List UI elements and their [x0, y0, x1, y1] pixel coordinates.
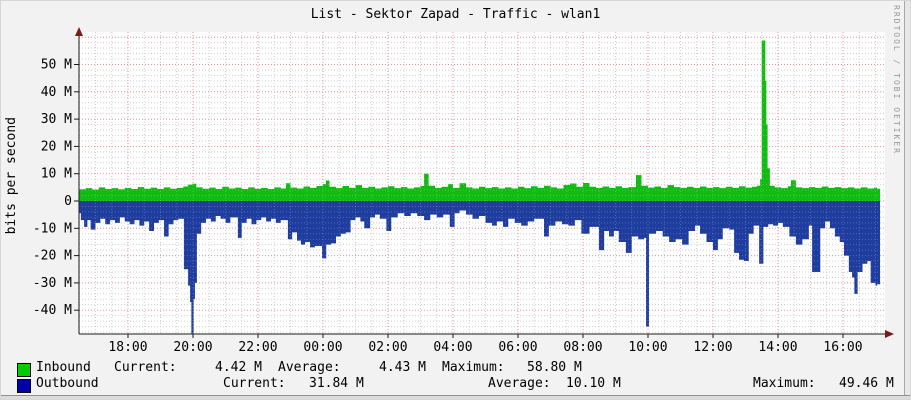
area-outbound — [79, 201, 881, 334]
y-tick-label: 10 M — [41, 167, 72, 182]
inbound-color-swatch — [17, 363, 31, 377]
rrdtool-watermark: RRDTOOL / TOBI OETIKER — [892, 5, 901, 155]
y-axis-arrow — [75, 27, 83, 36]
x-tick-label: 14:00 — [758, 340, 797, 355]
window-edge-right — [904, 1, 910, 396]
outbound-average-value: 10.10 M — [566, 376, 621, 391]
x-tick-label: 08:00 — [563, 340, 602, 355]
plot-background — [79, 32, 885, 334]
inbound-current-value: 4.42 M — [215, 360, 262, 375]
series-areas — [79, 40, 881, 334]
y-tick-label: 0 — [64, 194, 72, 209]
outbound-maximum-label: Maximum: — [753, 376, 816, 391]
y-tick-label: 30 M — [41, 112, 72, 127]
outbound-current-value: 31.84 M — [309, 376, 364, 391]
tick-labels: 50 M 40 M 30 M 20 M 10 M 0 -10 M -20 M -30 M -40 … — [33, 58, 863, 356]
x-tick-label: 20:00 — [173, 340, 212, 355]
x-tick-label: 06:00 — [498, 340, 537, 355]
outbound-color-swatch — [17, 379, 31, 393]
inbound-label: Inbound — [36, 360, 91, 375]
x-tick-label: 12:00 — [693, 340, 732, 355]
y-tick-label: -20 M — [33, 249, 72, 264]
x-tick-label: 02:00 — [368, 340, 407, 355]
y-tick-label: -10 M — [33, 221, 72, 236]
inbound-maximum-value: 58.80 M — [527, 360, 582, 375]
window-edge-bottom — [1, 395, 910, 399]
x-tick-label: 00:00 — [303, 340, 342, 355]
y-tick-label: 20 M — [41, 139, 72, 154]
outbound-current-label: Current: — [223, 376, 286, 391]
inbound-average-value: 4.43 M — [379, 360, 426, 375]
y-tick-label: -30 M — [33, 276, 72, 291]
x-axis-arrow — [885, 330, 894, 338]
x-tick-label: 10:00 — [628, 340, 667, 355]
outbound-maximum-value: 49.46 M — [839, 376, 894, 391]
x-tick-label: 04:00 — [433, 340, 472, 355]
outbound-label: Outbound — [36, 376, 99, 391]
y-tick-label: -40 M — [33, 303, 72, 318]
inbound-current-label: Current: — [114, 360, 177, 375]
graph-title: List - Sektor Zapad - Traffic - wlan1 — [310, 7, 601, 22]
x-tick-label: 18:00 — [108, 340, 147, 355]
y-tick-label: 40 M — [41, 85, 72, 100]
inbound-maximum-label: Maximum: — [442, 360, 505, 375]
x-tick-label: 16:00 — [823, 340, 862, 355]
inbound-average-label: Average: — [278, 360, 341, 375]
outbound-average-label: Average: — [488, 376, 551, 391]
y-tick-label: 50 M — [41, 58, 72, 73]
x-tick-label: 22:00 — [238, 340, 277, 355]
